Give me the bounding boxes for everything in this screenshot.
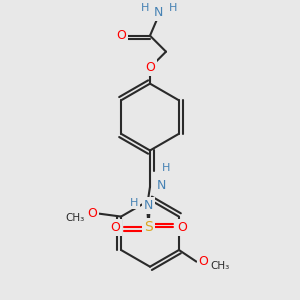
Text: O: O — [177, 221, 187, 234]
Text: H: H — [169, 3, 177, 13]
Text: CH₃: CH₃ — [211, 261, 230, 271]
Text: O: O — [110, 221, 120, 234]
Text: N: N — [157, 179, 166, 192]
Text: S: S — [144, 220, 153, 235]
Text: O: O — [116, 29, 126, 42]
Text: N: N — [154, 6, 164, 19]
Text: O: O — [87, 207, 97, 220]
Text: H: H — [130, 198, 138, 208]
Text: CH₃: CH₃ — [65, 213, 84, 223]
Text: O: O — [145, 61, 155, 74]
Text: H: H — [141, 3, 149, 13]
Text: O: O — [199, 255, 208, 268]
Text: N: N — [144, 199, 153, 212]
Text: H: H — [162, 163, 170, 173]
